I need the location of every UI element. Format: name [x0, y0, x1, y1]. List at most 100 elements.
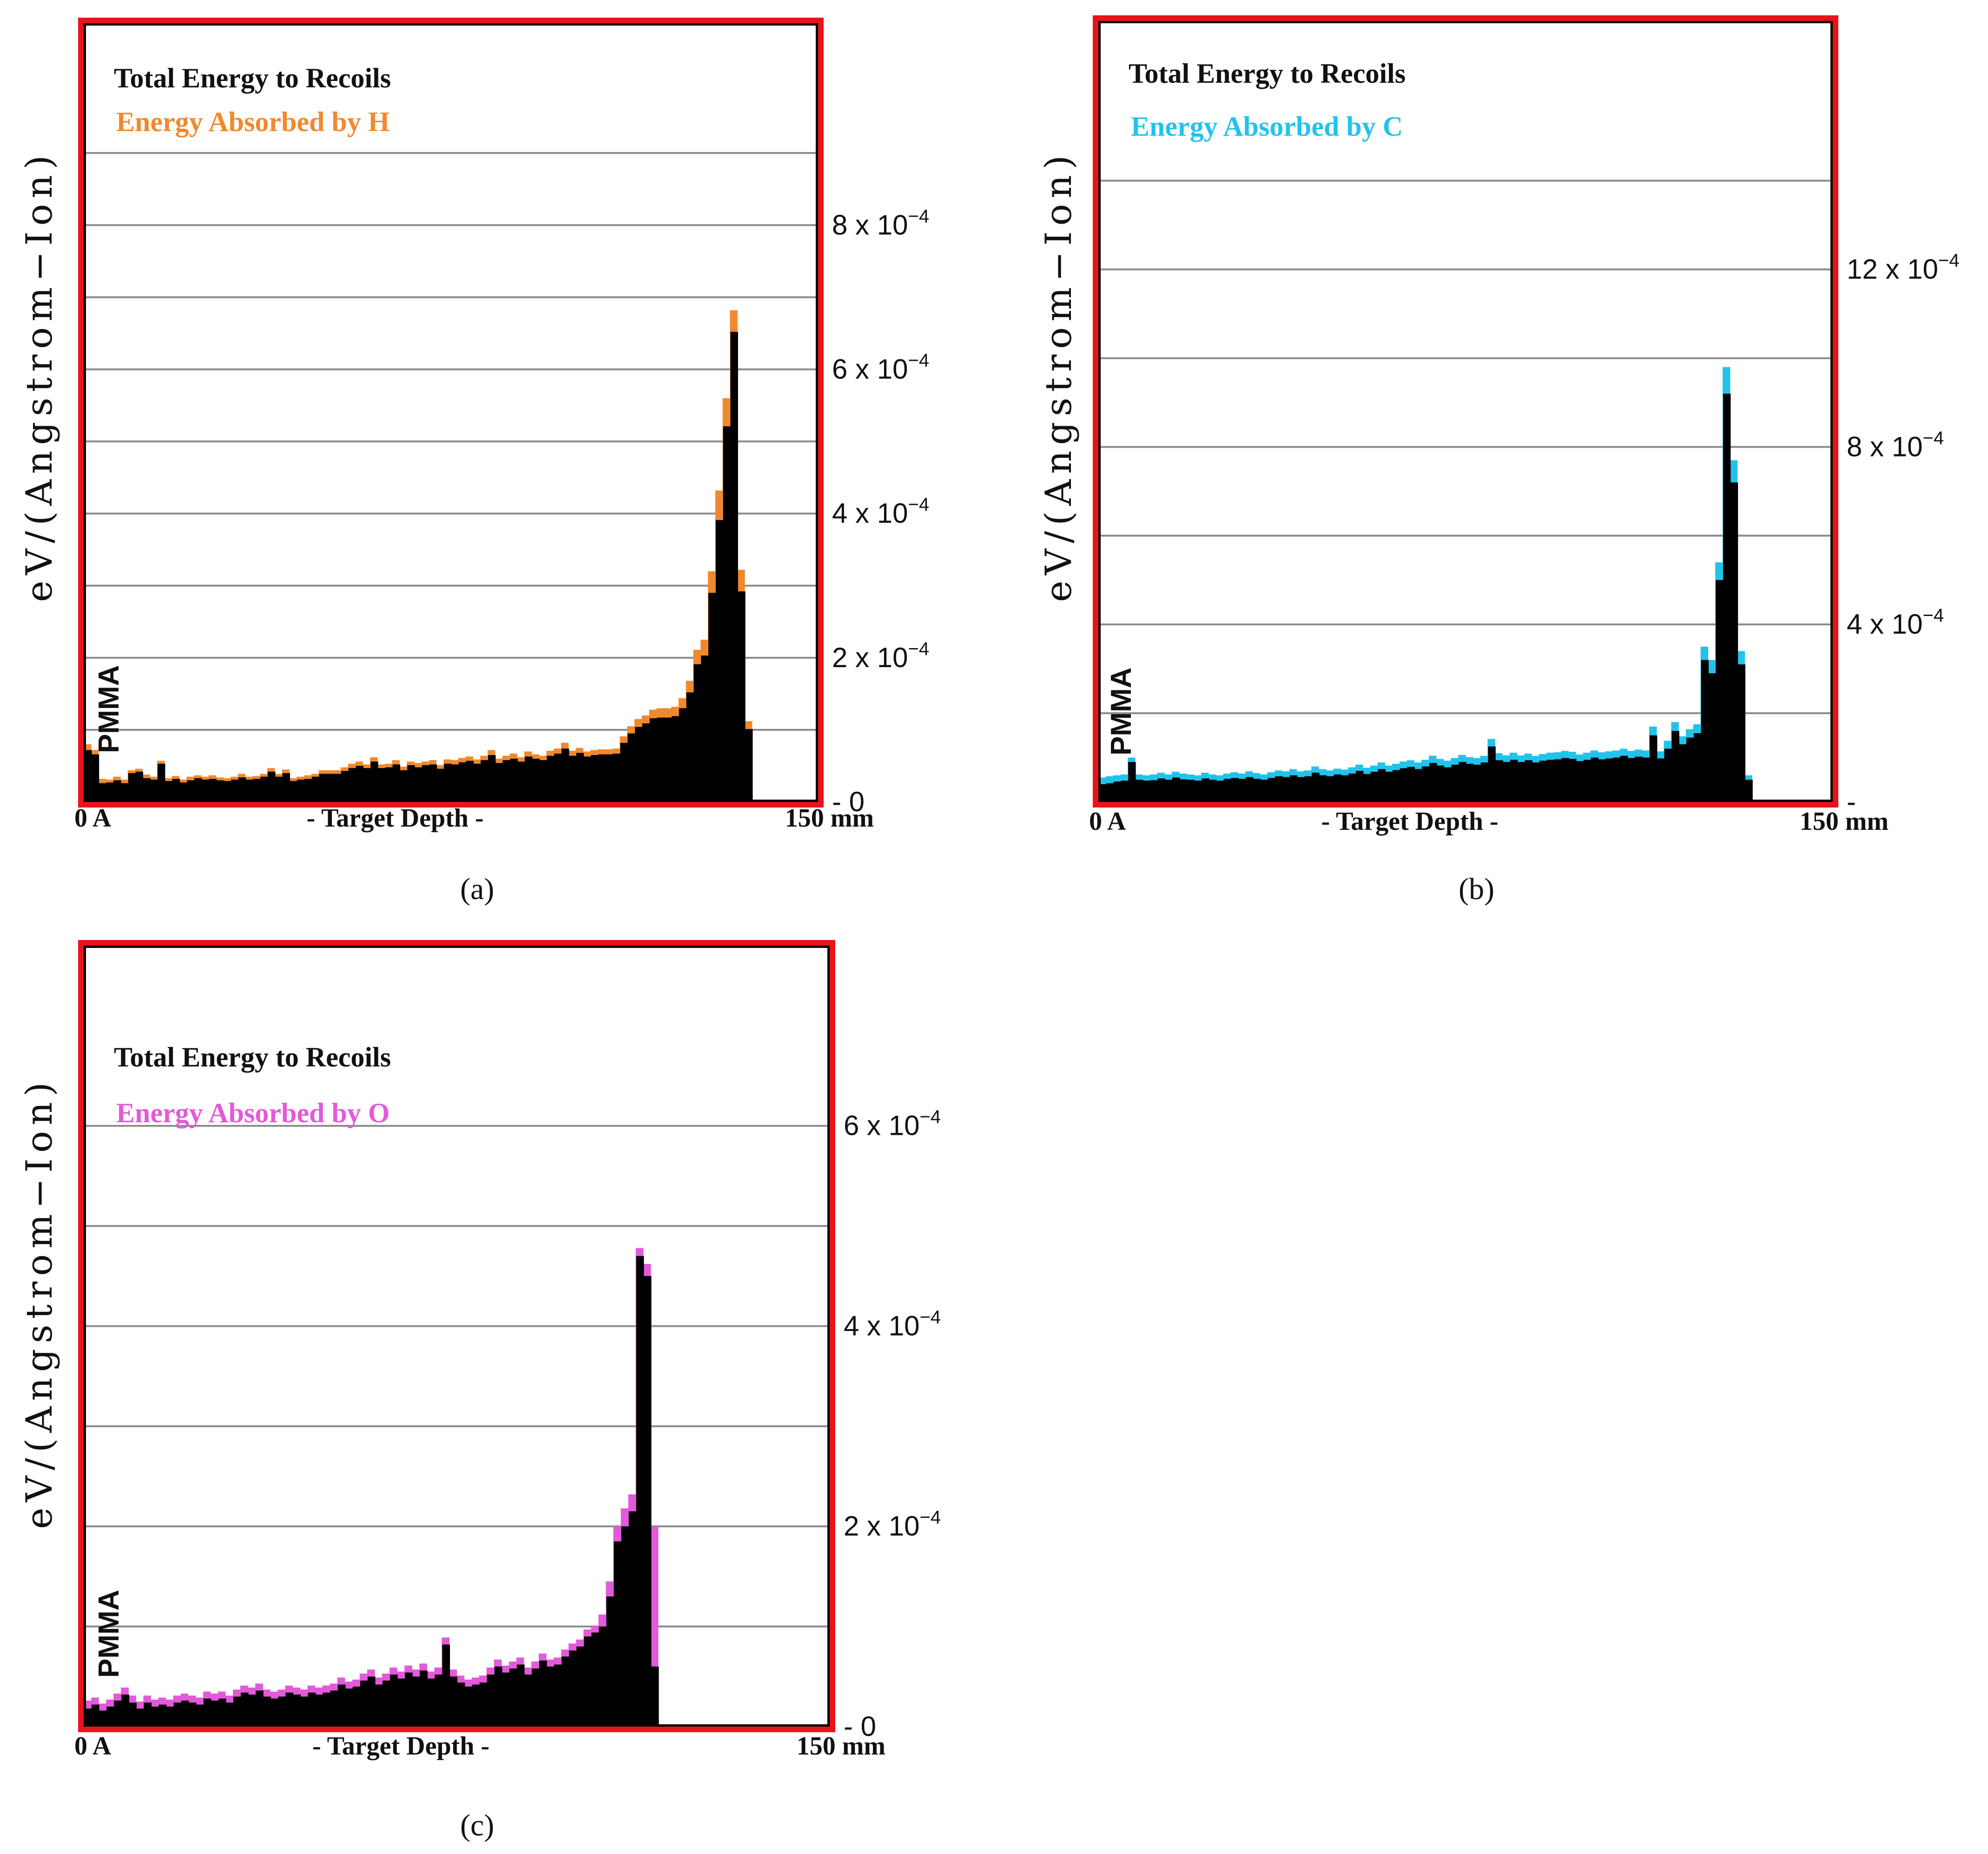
- data-bar: [106, 1706, 114, 1727]
- data-bar: [642, 723, 650, 802]
- data-bar: [1260, 780, 1268, 802]
- data-bar: [451, 764, 459, 802]
- data-bar: [1128, 762, 1136, 802]
- data-bar: [444, 763, 452, 802]
- data-bar: [599, 1626, 607, 1727]
- material-label: PMMA: [1105, 668, 1137, 755]
- data-bar: [598, 754, 606, 802]
- y-tick-label: 4 x 10−4: [844, 1307, 941, 1341]
- data-bar: [495, 763, 503, 802]
- data-bar: [1436, 765, 1445, 802]
- data-bar: [539, 1660, 547, 1727]
- data-bar: [1664, 748, 1672, 802]
- data-bar: [390, 1675, 398, 1727]
- data-bar: [1289, 775, 1298, 802]
- data-bar: [488, 755, 496, 802]
- data-bar: [405, 1672, 413, 1727]
- data-bar: [218, 1698, 226, 1727]
- data-bar: [1370, 772, 1378, 802]
- data-bar: [649, 718, 657, 802]
- data-bar: [584, 1636, 592, 1727]
- data-bar: [231, 779, 239, 802]
- x-axis-title: - Target Depth -: [312, 1732, 489, 1761]
- data-bar: [458, 762, 467, 802]
- data-bar: [429, 764, 437, 802]
- data-bar: [1231, 778, 1239, 802]
- data-bar: [1099, 784, 1107, 802]
- data-bar: [591, 755, 599, 802]
- data-bar: [248, 1695, 256, 1727]
- x-tick-end: 150 mm: [1800, 807, 1889, 836]
- x-tick-start: 0 A: [74, 1732, 112, 1761]
- data-bar: [165, 781, 173, 802]
- data-bar: [715, 520, 724, 802]
- data-bar: [1488, 746, 1496, 802]
- y-tick-label: 4 x 10−4: [832, 495, 929, 529]
- data-bar: [260, 776, 268, 802]
- data-bar: [532, 758, 540, 802]
- data-bar: [1356, 771, 1364, 802]
- data-bar: [1546, 760, 1555, 802]
- legend-element: Energy Absorbed by O: [116, 1098, 390, 1128]
- x-axis-title: - Target Depth -: [306, 804, 483, 833]
- data-bar: [1341, 775, 1349, 802]
- data-bar: [1466, 763, 1474, 802]
- data-bar: [561, 748, 569, 802]
- data-bar: [1510, 760, 1518, 802]
- data-bar: [337, 1684, 346, 1727]
- data-bar: [356, 766, 363, 802]
- data-bar: [375, 1684, 383, 1727]
- y-tick-label: 2 x 10−4: [844, 1507, 941, 1542]
- data-bar: [203, 1698, 211, 1727]
- y-tick-label: 8 x 10−4: [1847, 428, 1944, 462]
- data-bar: [129, 1702, 137, 1727]
- data-bar: [179, 782, 187, 802]
- y-tick-label: 2 x 10−4: [832, 639, 929, 673]
- data-bar: [494, 1666, 502, 1727]
- data-bar: [1297, 777, 1305, 802]
- legend-total: Total Energy to Recoils: [114, 1042, 391, 1073]
- data-bar: [473, 763, 481, 802]
- data-bar: [385, 767, 393, 802]
- data-bar: [196, 1704, 204, 1727]
- y-tick-label: - 0: [844, 1711, 876, 1742]
- data-bar: [304, 779, 312, 802]
- data-bar: [84, 750, 92, 802]
- data-bar: [1165, 780, 1173, 802]
- legend-total: Total Energy to Recoils: [114, 63, 391, 93]
- y-tick-label: 4 x 10−4: [1847, 605, 1944, 640]
- y-tick-label: - 0: [832, 786, 865, 817]
- data-bar: [315, 1695, 324, 1727]
- data-bar: [1282, 777, 1290, 802]
- data-bar: [121, 1695, 129, 1727]
- data-bar: [1209, 780, 1217, 802]
- y-tick-label: -: [1847, 786, 1856, 817]
- data-bar: [158, 763, 165, 802]
- data-bar: [345, 1688, 353, 1727]
- data-bar: [1561, 758, 1569, 802]
- data-bar: [1605, 758, 1613, 802]
- chart-a: - 0 2 x 10−4 4 x 10−4 6 x 10−4 8 x 10−4 0 A - …: [74, 18, 929, 833]
- data-bar: [166, 1706, 174, 1727]
- data-bar: [1459, 762, 1466, 802]
- data-bar: [635, 727, 643, 802]
- data-bar: [1246, 777, 1254, 802]
- data-bar: [201, 779, 210, 802]
- x-tick-end: 150 mm: [797, 1732, 885, 1761]
- data-bar: [370, 761, 378, 802]
- y-tick-exponent: −4: [1922, 605, 1944, 626]
- data-bar: [672, 716, 680, 802]
- data-bar: [532, 1669, 540, 1727]
- data-bar: [136, 1708, 144, 1727]
- y-tick-label: 6 x 10−4: [844, 1107, 941, 1141]
- data-bar: [708, 593, 716, 802]
- data-bar: [91, 754, 99, 802]
- panel-label: (a): [460, 872, 495, 906]
- data-bar: [481, 760, 489, 802]
- data-bar: [457, 1682, 465, 1727]
- data-bar: [464, 1686, 473, 1727]
- data-bar: [1121, 781, 1129, 802]
- data-bar: [1554, 759, 1562, 802]
- data-bar: [583, 756, 591, 802]
- legend-element: Energy Absorbed by C: [1131, 111, 1403, 142]
